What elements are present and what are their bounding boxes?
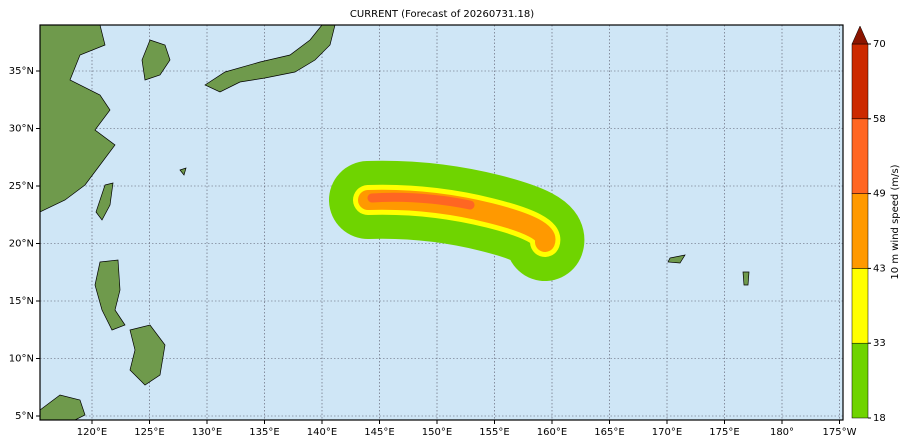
lon-label: 120°E — [77, 427, 107, 438]
lon-label: 145°E — [364, 427, 394, 438]
korea — [141, 39, 171, 81]
colorbar-tick-label: 70 — [873, 39, 886, 50]
japan — [204, 24, 336, 93]
lon-label: 160°E — [537, 427, 567, 438]
wind-swath — [329, 160, 585, 281]
colorbar-tick-label: 33 — [873, 338, 886, 349]
lon-label: 170°E — [652, 427, 682, 438]
lat-label: 20°N — [9, 239, 34, 250]
lon-label: 155°E — [479, 427, 509, 438]
colorbar-tick-label: 43 — [873, 263, 886, 274]
lat-label: 15°N — [9, 296, 34, 307]
graticule — [40, 25, 843, 420]
lon-label: 125°E — [134, 427, 164, 438]
lon-label: 140°E — [307, 427, 337, 438]
lon-label: 150°E — [422, 427, 452, 438]
lat-label: 5°N — [15, 411, 34, 422]
colorbar-tick-label: 18 — [873, 413, 886, 424]
china — [39, 24, 116, 213]
colorbar-label: 10 m wind speed (m/s) — [890, 164, 901, 279]
lon-label: 135°E — [249, 427, 279, 438]
map-frame — [39, 24, 844, 421]
colorbar-tick-label: 49 — [873, 189, 886, 200]
lat-label: 10°N — [9, 354, 34, 365]
lon-label: 130°E — [192, 427, 222, 438]
colorbar-segment — [851, 193, 869, 269]
land — [39, 24, 750, 421]
colorbar-segment — [851, 342, 869, 419]
lon-label: 180° — [770, 427, 794, 438]
colorbar-segment — [851, 118, 869, 194]
luzon — [94, 259, 126, 331]
islands — [179, 167, 750, 286]
lon-label: 175°E — [709, 427, 739, 438]
lon-label: 175°W — [823, 427, 857, 438]
taiwan — [95, 182, 114, 221]
colorbar: 18 33 43 49 58 70 — [851, 25, 886, 424]
colorbar-extend — [851, 25, 869, 45]
lat-label: 35°N — [9, 66, 34, 77]
title: CURRENT (Forecast of 20260731.18) — [350, 9, 534, 20]
colorbar-segment — [851, 268, 869, 344]
colorbar-segment — [851, 43, 869, 120]
lat-label: 30°N — [9, 124, 34, 135]
colorbar-tick-label: 58 — [873, 114, 886, 125]
lon-label: 165°E — [594, 427, 624, 438]
mindanao — [129, 324, 166, 386]
swath-core — [367, 192, 475, 210]
lat-label: 25°N — [9, 181, 34, 192]
